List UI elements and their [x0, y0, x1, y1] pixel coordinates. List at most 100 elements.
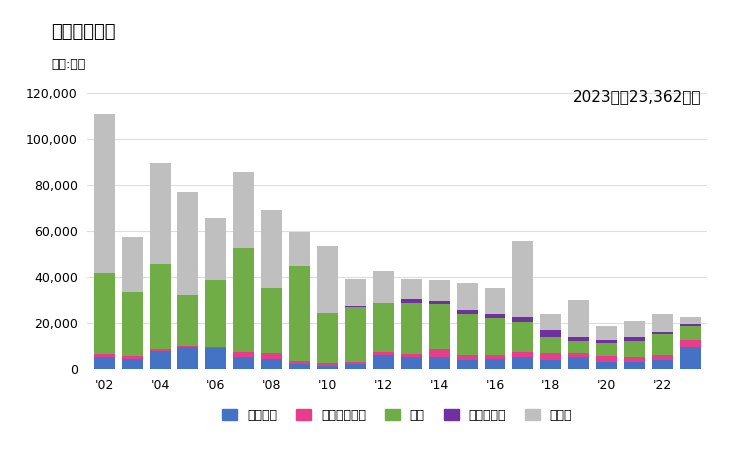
- Bar: [456, 360, 477, 369]
- Bar: [485, 355, 505, 359]
- Bar: [429, 357, 450, 369]
- Bar: [569, 337, 589, 342]
- Bar: [456, 314, 477, 355]
- Bar: [261, 288, 282, 353]
- Bar: [122, 359, 143, 369]
- Bar: [429, 349, 450, 357]
- Bar: [289, 266, 310, 361]
- Bar: [569, 357, 589, 369]
- Bar: [540, 314, 561, 330]
- Bar: [596, 342, 617, 356]
- Bar: [345, 362, 366, 364]
- Bar: [652, 314, 673, 332]
- Bar: [345, 364, 366, 369]
- Bar: [429, 305, 450, 349]
- Bar: [261, 210, 282, 288]
- Bar: [401, 279, 422, 299]
- Bar: [149, 163, 171, 264]
- Bar: [596, 356, 617, 362]
- Bar: [206, 347, 226, 348]
- Bar: [569, 300, 589, 337]
- Bar: [624, 320, 645, 337]
- Bar: [596, 362, 617, 369]
- Text: 2023年：23,362平米: 2023年：23,362平米: [572, 90, 701, 105]
- Bar: [485, 318, 505, 355]
- Text: 単位:平米: 単位:平米: [51, 58, 85, 72]
- Bar: [94, 114, 114, 274]
- Bar: [233, 248, 254, 352]
- Bar: [624, 362, 645, 369]
- Bar: [652, 332, 673, 334]
- Bar: [289, 232, 310, 266]
- Bar: [569, 342, 589, 353]
- Bar: [373, 271, 394, 303]
- Bar: [680, 317, 701, 324]
- Bar: [540, 330, 561, 337]
- Bar: [456, 283, 477, 310]
- Bar: [569, 353, 589, 357]
- Bar: [289, 364, 310, 369]
- Bar: [540, 360, 561, 369]
- Bar: [149, 349, 171, 351]
- Bar: [122, 356, 143, 359]
- Bar: [177, 295, 198, 346]
- Bar: [289, 361, 310, 365]
- Bar: [652, 334, 673, 355]
- Bar: [456, 310, 477, 314]
- Bar: [624, 337, 645, 342]
- Bar: [261, 353, 282, 359]
- Bar: [177, 347, 198, 369]
- Bar: [680, 340, 701, 347]
- Bar: [373, 303, 394, 352]
- Bar: [540, 353, 561, 360]
- Bar: [233, 172, 254, 248]
- Bar: [317, 246, 338, 313]
- Bar: [122, 237, 143, 292]
- Bar: [680, 324, 701, 326]
- Bar: [94, 357, 114, 369]
- Bar: [596, 326, 617, 340]
- Legend: ベトナム, インドネシア, 中国, カンボジア, その他: ベトナム, インドネシア, 中国, カンボジア, その他: [217, 404, 577, 427]
- Bar: [652, 355, 673, 360]
- Bar: [233, 352, 254, 357]
- Bar: [122, 292, 143, 356]
- Bar: [652, 360, 673, 369]
- Bar: [401, 357, 422, 369]
- Bar: [373, 355, 394, 369]
- Bar: [680, 326, 701, 340]
- Bar: [261, 359, 282, 369]
- Bar: [429, 280, 450, 301]
- Bar: [401, 303, 422, 354]
- Bar: [429, 301, 450, 305]
- Bar: [149, 351, 171, 369]
- Bar: [94, 274, 114, 354]
- Bar: [206, 280, 226, 347]
- Bar: [345, 307, 366, 362]
- Bar: [512, 317, 534, 322]
- Bar: [206, 218, 226, 280]
- Bar: [624, 342, 645, 357]
- Bar: [624, 357, 645, 362]
- Bar: [540, 337, 561, 353]
- Text: 輸出量の推移: 輸出量の推移: [51, 22, 115, 40]
- Bar: [456, 355, 477, 360]
- Bar: [485, 314, 505, 318]
- Bar: [596, 340, 617, 342]
- Bar: [512, 241, 534, 317]
- Bar: [317, 365, 338, 369]
- Bar: [401, 299, 422, 303]
- Bar: [345, 306, 366, 307]
- Bar: [317, 363, 338, 365]
- Bar: [680, 347, 701, 369]
- Bar: [149, 264, 171, 349]
- Bar: [401, 354, 422, 357]
- Bar: [485, 288, 505, 314]
- Bar: [512, 322, 534, 352]
- Bar: [94, 354, 114, 357]
- Bar: [373, 352, 394, 355]
- Bar: [345, 279, 366, 306]
- Bar: [512, 357, 534, 369]
- Bar: [512, 352, 534, 357]
- Bar: [317, 313, 338, 363]
- Bar: [485, 359, 505, 369]
